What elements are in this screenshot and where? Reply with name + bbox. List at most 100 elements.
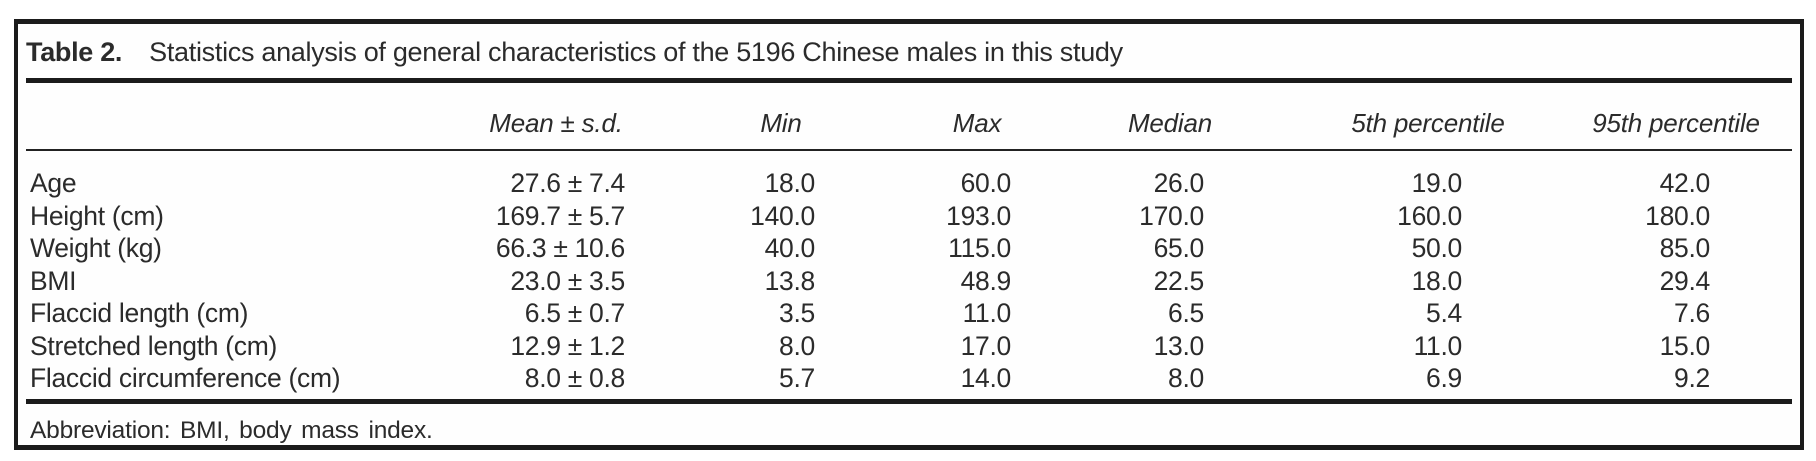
cell-value: 7.6 (1674, 298, 1710, 328)
cell-value: 13.0 (1153, 330, 1205, 361)
cell-p5: 6.9 (1296, 362, 1560, 399)
cell-mean_sd: 12.9 ± 1.2 (460, 330, 652, 363)
cell-min: 40.0 (652, 232, 910, 265)
cell-p95: 7.6 (1560, 297, 1792, 330)
table-row: Flaccid length (cm) 6.5 ± 0.7 3.5 11.0 6.5 5.… (26, 297, 1792, 330)
col-header-statistic (26, 83, 460, 151)
table-row: Height (cm) 169.7 ± 5.7 140.0 193.0 170.0 160… (26, 200, 1792, 233)
col-header-5th-percentile: 5th percentile (1296, 83, 1560, 151)
cell-value: 115.0 (948, 233, 1011, 263)
cell-value: 14.0 (960, 363, 1012, 393)
cell-value: 193.0 (946, 200, 1011, 231)
cell-p5: 19.0 (1296, 150, 1560, 200)
cell-value: 27.6 ± 7.4 (510, 168, 625, 198)
cell-value: 13.8 (764, 265, 816, 296)
cell-value: 85.0 (1659, 233, 1711, 263)
cell-max: 60.0 (910, 150, 1044, 200)
cell-mean_sd: 6.5 ± 0.7 (460, 297, 652, 330)
statistics-table: Mean ± s.d. Min Max Median 5th percentil… (26, 83, 1792, 399)
cell-p5: 18.0 (1296, 265, 1560, 298)
cell-value: 5.4 (1426, 298, 1462, 328)
table-row: Age 27.6 ± 7.4 18.0 60.0 26.0 19.0 42.0 (26, 150, 1792, 200)
table-caption: Table 2. Statistics analysis of general … (26, 24, 1792, 83)
cell-value: 8.0 (779, 330, 815, 361)
cell-median: 6.5 (1044, 297, 1296, 330)
cell-value: 160.0 (1397, 200, 1462, 231)
header-row: Mean ± s.d. Min Max Median 5th percentil… (26, 83, 1792, 151)
cell-p5: 160.0 (1296, 200, 1560, 233)
cell-value: 140.0 (750, 200, 815, 231)
cell-p95: 85.0 (1560, 232, 1792, 265)
cell-value: 23.0 ± 3.5 (510, 265, 625, 296)
cell-value: 48.9 (960, 265, 1012, 296)
cell-value: 60.0 (960, 168, 1012, 198)
cell-mean_sd: 66.3 ± 10.6 (460, 232, 652, 265)
row-label: Flaccid circumference (cm) (30, 363, 341, 393)
cell-value: 6.5 (1168, 298, 1204, 328)
cell-value: 18.0 (1411, 265, 1463, 296)
cell-value: 18.0 (764, 168, 816, 198)
cell-max: 193.0 (910, 200, 1044, 233)
table-2-panel: Table 2. Statistics analysis of general … (14, 19, 1804, 450)
cell-min: 3.5 (652, 297, 910, 330)
cell-value: 6.5 ± 0.7 (524, 298, 626, 328)
cell-value: 22.5 (1153, 265, 1205, 296)
cell-value: 66.3 ± 10.6 (495, 233, 625, 263)
cell-value: 169.7 ± 5.7 (495, 200, 625, 231)
cell-min: 8.0 (652, 330, 910, 363)
cell-value: 50.0 (1411, 233, 1463, 263)
cell-value: 11.0 (962, 298, 1012, 328)
cell-value: 17.0 (960, 330, 1012, 361)
cell-value: 170.0 (1139, 200, 1204, 231)
cell-median: 8.0 (1044, 362, 1296, 399)
col-header-median: Median (1044, 83, 1296, 151)
cell-p5: 11.0 (1296, 330, 1560, 363)
cell-p5: 5.4 (1296, 297, 1560, 330)
cell-min: 13.8 (652, 265, 910, 298)
cell-value: 6.9 (1426, 363, 1462, 393)
table-row: Stretched length (cm) 12.9 ± 1.2 8.0 17.0 13… (26, 330, 1792, 363)
cell-median: 170.0 (1044, 200, 1296, 233)
col-header-mean-sd: Mean ± s.d. (460, 83, 652, 151)
row-label: Age (30, 168, 77, 198)
cell-mean_sd: 169.7 ± 5.7 (460, 200, 652, 233)
cell-value: 65.0 (1153, 233, 1205, 263)
cell-max: 14.0 (910, 362, 1044, 399)
row-label: BMI (30, 265, 77, 296)
cell-value: 12.9 ± 1.2 (510, 330, 625, 361)
cell-median: 26.0 (1044, 150, 1296, 200)
cell-value: 11.0 (1413, 330, 1463, 361)
cell-max: 48.9 (910, 265, 1044, 298)
cell-mean_sd: 8.0 ± 0.8 (460, 362, 652, 399)
cell-value: 42.0 (1659, 168, 1711, 198)
table-number-label: Table 2. (26, 37, 123, 67)
cell-value: 5.7 (779, 363, 815, 393)
row-label: Flaccid length (cm) (30, 298, 249, 328)
row-label: Weight (kg) (30, 233, 162, 263)
col-header-min: Min (652, 83, 910, 151)
cell-min: 5.7 (652, 362, 910, 399)
cell-mean_sd: 23.0 ± 3.5 (460, 265, 652, 298)
cell-median: 22.5 (1044, 265, 1296, 298)
cell-p95: 29.4 (1560, 265, 1792, 298)
table-title: Statistics analysis of general character… (149, 37, 1123, 67)
cell-value: 15.0 (1659, 330, 1711, 361)
table-footnote: Abbreviation: BMI, body mass index. (26, 398, 1792, 459)
cell-min: 18.0 (652, 150, 910, 200)
cell-p95: 15.0 (1560, 330, 1792, 363)
cell-p95: 9.2 (1560, 362, 1792, 399)
row-label: Stretched length (cm) (30, 330, 278, 361)
cell-value: 3.5 (779, 298, 815, 328)
cell-median: 13.0 (1044, 330, 1296, 363)
cell-value: 19.0 (1411, 168, 1463, 198)
cell-value: 26.0 (1153, 168, 1205, 198)
cell-mean_sd: 27.6 ± 7.4 (460, 150, 652, 200)
col-header-max: Max (910, 83, 1044, 151)
cell-value: 8.0 ± 0.8 (524, 363, 626, 393)
cell-p95: 42.0 (1560, 150, 1792, 200)
table-row: BMI 23.0 ± 3.5 13.8 48.9 22.5 18.0 29.4 (26, 265, 1792, 298)
cell-p95: 180.0 (1560, 200, 1792, 233)
col-header-95th-percentile: 95th percentile (1560, 83, 1792, 151)
table-row: Flaccid circumference (cm) 8.0 ± 0.8 5.7 14… (26, 362, 1792, 399)
cell-value: 29.4 (1659, 265, 1711, 296)
